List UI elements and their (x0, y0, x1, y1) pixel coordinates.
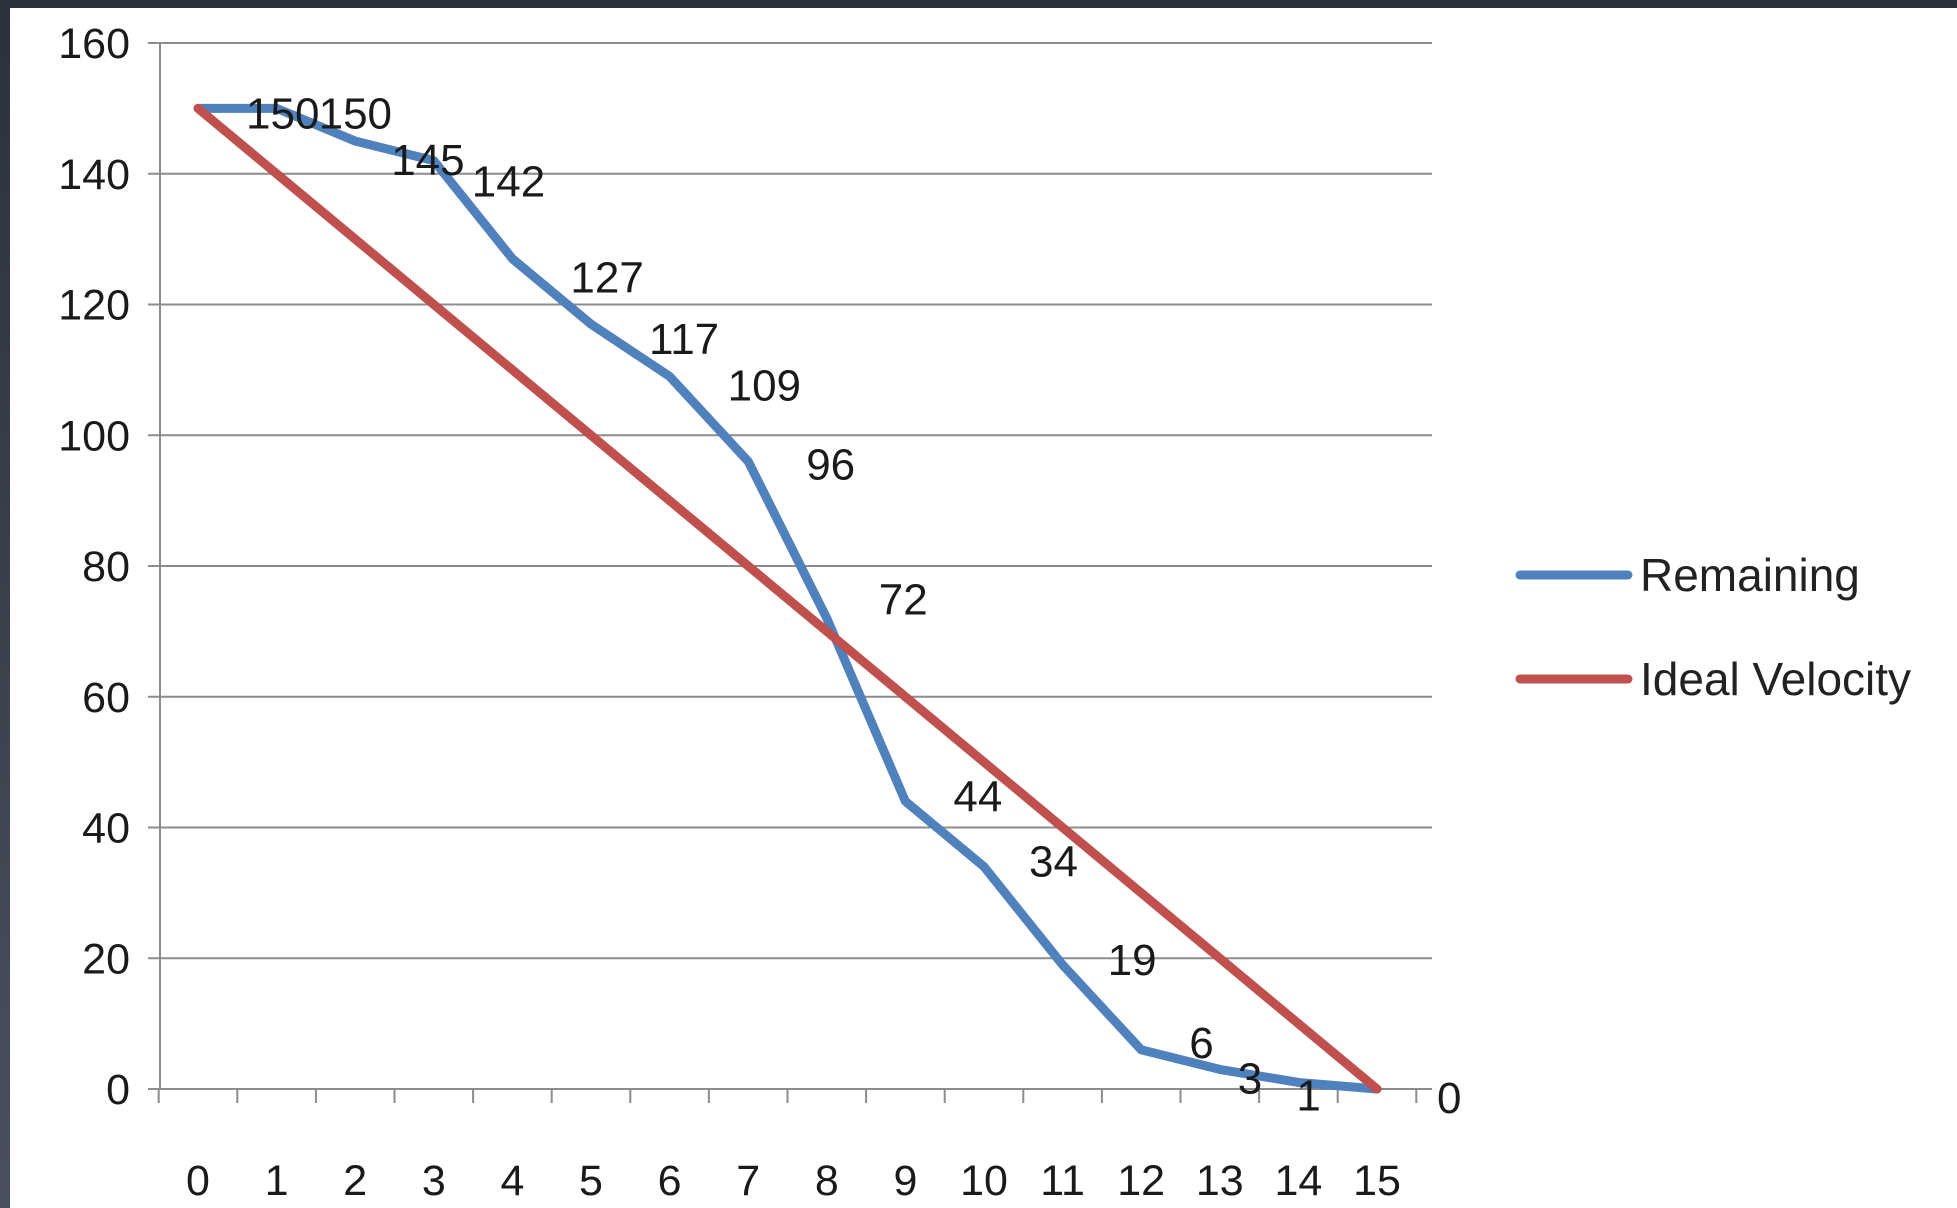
legend-label: Ideal Velocity (1640, 653, 1911, 705)
x-tick-label: 6 (658, 1157, 682, 1205)
x-tick-label: 14 (1274, 1157, 1322, 1205)
series-line-ideal-velocity (193, 103, 1382, 1094)
x-tick-label: 3 (422, 1157, 446, 1205)
data-label: 6 (1189, 1019, 1213, 1068)
x-tick-label: 10 (960, 1157, 1008, 1205)
y-tick-label: 0 (106, 1066, 130, 1114)
data-label: 72 (879, 575, 928, 624)
legend-label: Remaining (1640, 549, 1860, 601)
data-label: 127 (570, 254, 643, 303)
gridlines (160, 42, 1432, 960)
data-label: 3 (1238, 1054, 1262, 1103)
y-tick-label: 100 (58, 412, 130, 460)
x-tick-label: 9 (893, 1157, 917, 1205)
x-tick-label: 4 (500, 1157, 524, 1205)
data-label: 150 (319, 89, 392, 138)
y-tick-label: 80 (82, 543, 130, 591)
x-tick-label: 15 (1353, 1157, 1401, 1205)
data-label: 0 (1437, 1074, 1461, 1123)
data-label: 150 (246, 89, 319, 138)
legend: Remaining Ideal Velocity (1515, 549, 1911, 705)
y-tick-label: 20 (82, 935, 130, 983)
chart-area (10, 8, 1957, 1208)
x-tick-label: 2 (343, 1157, 367, 1205)
x-tick-label: 8 (815, 1157, 839, 1205)
data-label: 96 (806, 440, 855, 489)
x-tick-label: 12 (1117, 1157, 1165, 1205)
data-label: 142 (472, 158, 545, 207)
data-label: 109 (728, 361, 801, 410)
data-label: 44 (953, 772, 1002, 821)
x-tick-label: 11 (1040, 1157, 1085, 1205)
x-tick-label: 13 (1196, 1157, 1244, 1205)
y-tick-labels: 0 20 40 60 80 100 120 140 160 (58, 20, 130, 1114)
x-tick-label: 1 (265, 1157, 289, 1205)
axes (148, 42, 1432, 1103)
x-tick-label: 0 (186, 1157, 210, 1205)
x-tick-label: 5 (579, 1157, 603, 1205)
series-lines (193, 103, 1382, 1094)
x-tick-labels: 0 1 2 3 4 5 6 7 8 9 10 11 12 13 14 15 (186, 1157, 1401, 1205)
y-tick-label: 40 (82, 805, 130, 853)
y-tick-label: 160 (58, 20, 130, 68)
data-label: 19 (1108, 936, 1157, 985)
data-label: 145 (391, 136, 464, 185)
x-tick-label: 7 (736, 1157, 760, 1205)
data-label: 117 (649, 315, 719, 364)
series-line-remaining (193, 103, 1382, 1094)
data-label: 34 (1029, 838, 1078, 887)
y-tick-label: 140 (58, 151, 130, 199)
y-tick-label: 60 (82, 674, 130, 722)
y-tick-label: 120 (58, 282, 130, 330)
data-label: 1 (1296, 1071, 1320, 1120)
